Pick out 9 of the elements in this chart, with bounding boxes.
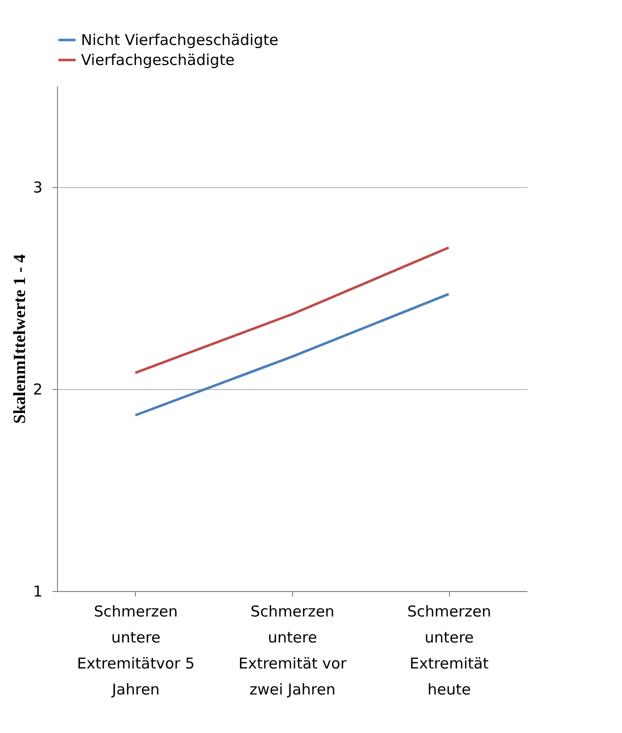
x-tick-label: Schmerzen untere Extremität heute: [407, 602, 492, 698]
legend-label: Vierfachgeschädigte: [81, 51, 235, 69]
legend-label: Nicht Vierfachgeschädigte: [81, 31, 278, 49]
y-axis-title: SkalenmIttelwerte 1 - 4: [10, 254, 29, 424]
x-tick-label: Schmerzen untere Extremität vor zwei Jahren: [238, 602, 348, 698]
y-tick-label: 2: [32, 380, 42, 398]
y-tick-label: 3: [32, 178, 42, 196]
x-tick-label: Schmerzen untere Extremitätvor 5 Jahren: [77, 602, 195, 698]
y-tick-label: 1: [32, 582, 42, 600]
